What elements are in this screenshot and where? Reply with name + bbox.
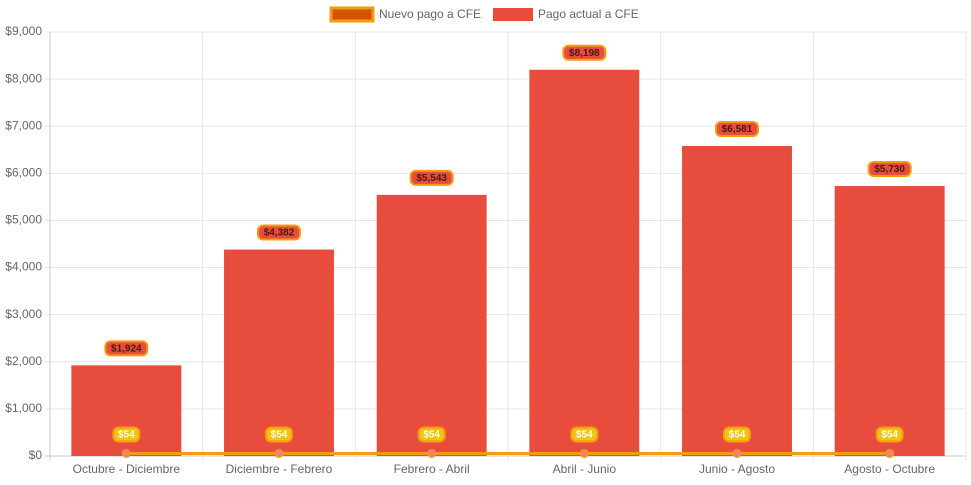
y-axis-ticks: $0 $1,000 $2,000 $3,000 $4,000 $5,000 $6,000 $7…: [5, 24, 42, 462]
x-tick-label: Junio - Agosto: [699, 462, 775, 476]
y-tick-label: $2,000: [5, 354, 42, 368]
legend-item-pago-actual[interactable]: Pago actual a CFE: [493, 7, 639, 21]
y-tick-label: $9,000: [5, 24, 42, 38]
legend-swatch-nuevo-pago: [329, 6, 375, 23]
bar-value-labels: $1,924 $4,382 $5,543 $8,198 $6,581 $5,730: [104, 44, 912, 357]
bar-value-badge: [562, 44, 607, 61]
bar-value-badge: [867, 161, 912, 178]
line-point: [121, 448, 131, 458]
line-value-label: $54: [576, 430, 593, 441]
bar: [224, 249, 334, 456]
x-tick-label: Agosto - Octubre: [844, 462, 935, 476]
line-value-badge: [570, 426, 599, 443]
line-value-label: $54: [271, 430, 288, 441]
grid: [45, 31, 967, 461]
line-point: [274, 448, 284, 458]
x-tick-label: Febrero - Abril: [394, 462, 470, 476]
line-value-badge: [265, 426, 293, 443]
legend: Nuevo pago a CFE Pago actual a CFE: [329, 6, 639, 23]
line-value-labels: $54 $54 $54 $54 $54 $54: [112, 426, 904, 443]
bar-value-label: $5,730: [874, 164, 905, 175]
bar-value-label: $6,581: [722, 124, 753, 135]
y-tick-label: $0: [29, 448, 43, 462]
line-point: [885, 448, 895, 458]
legend-label-nuevo-pago: Nuevo pago a CFE: [379, 7, 481, 21]
y-tick-label: $8,000: [5, 71, 42, 85]
y-tick-label: $1,000: [5, 401, 42, 415]
bar-value-label: $5,543: [416, 173, 447, 184]
x-tick-label: Octubre - Diciembre: [73, 462, 181, 476]
line-value-label: $54: [729, 430, 746, 441]
bar: [834, 186, 945, 456]
line-value-badge: [112, 426, 141, 443]
x-tick-label: Diciembre - Febrero: [226, 462, 333, 476]
bar: [376, 194, 487, 457]
bar-series: [71, 69, 945, 457]
line-value-label: $54: [423, 430, 440, 441]
line-value-label: $54: [881, 430, 898, 441]
line-series: [121, 448, 895, 458]
bar-value-badge: [715, 120, 759, 137]
legend-swatch-pago-actual: [493, 8, 533, 21]
line-point: [427, 448, 437, 458]
x-axis-ticks: Octubre - Diciembre Diciembre - Febrero Fe…: [73, 462, 936, 476]
line-point: [732, 448, 742, 458]
bar: [682, 145, 792, 456]
bar-value-label: $1,924: [111, 343, 142, 354]
y-tick-label: $6,000: [5, 166, 42, 180]
bar-value-badge: [409, 169, 454, 186]
line-value-badge: [723, 426, 751, 443]
line-value-badge: [417, 426, 446, 443]
y-tick-label: $7,000: [5, 118, 42, 132]
bar-value-badge: [257, 224, 301, 241]
bar: [529, 69, 640, 456]
y-tick-label: $3,000: [5, 307, 42, 321]
legend-label-pago-actual: Pago actual a CFE: [538, 7, 639, 21]
line-point: [579, 448, 589, 458]
line-value-badge: [875, 426, 904, 443]
line-value-label: $54: [118, 430, 135, 441]
x-tick-label: Abril - Junio: [553, 462, 617, 476]
bar-value-label: $8,198: [569, 48, 600, 59]
bar-value-badge: [104, 340, 149, 357]
bar-value-label: $4,382: [264, 228, 295, 239]
y-tick-label: $5,000: [5, 213, 42, 227]
y-tick-label: $4,000: [5, 260, 42, 274]
legend-item-nuevo-pago[interactable]: Nuevo pago a CFE: [329, 6, 481, 23]
